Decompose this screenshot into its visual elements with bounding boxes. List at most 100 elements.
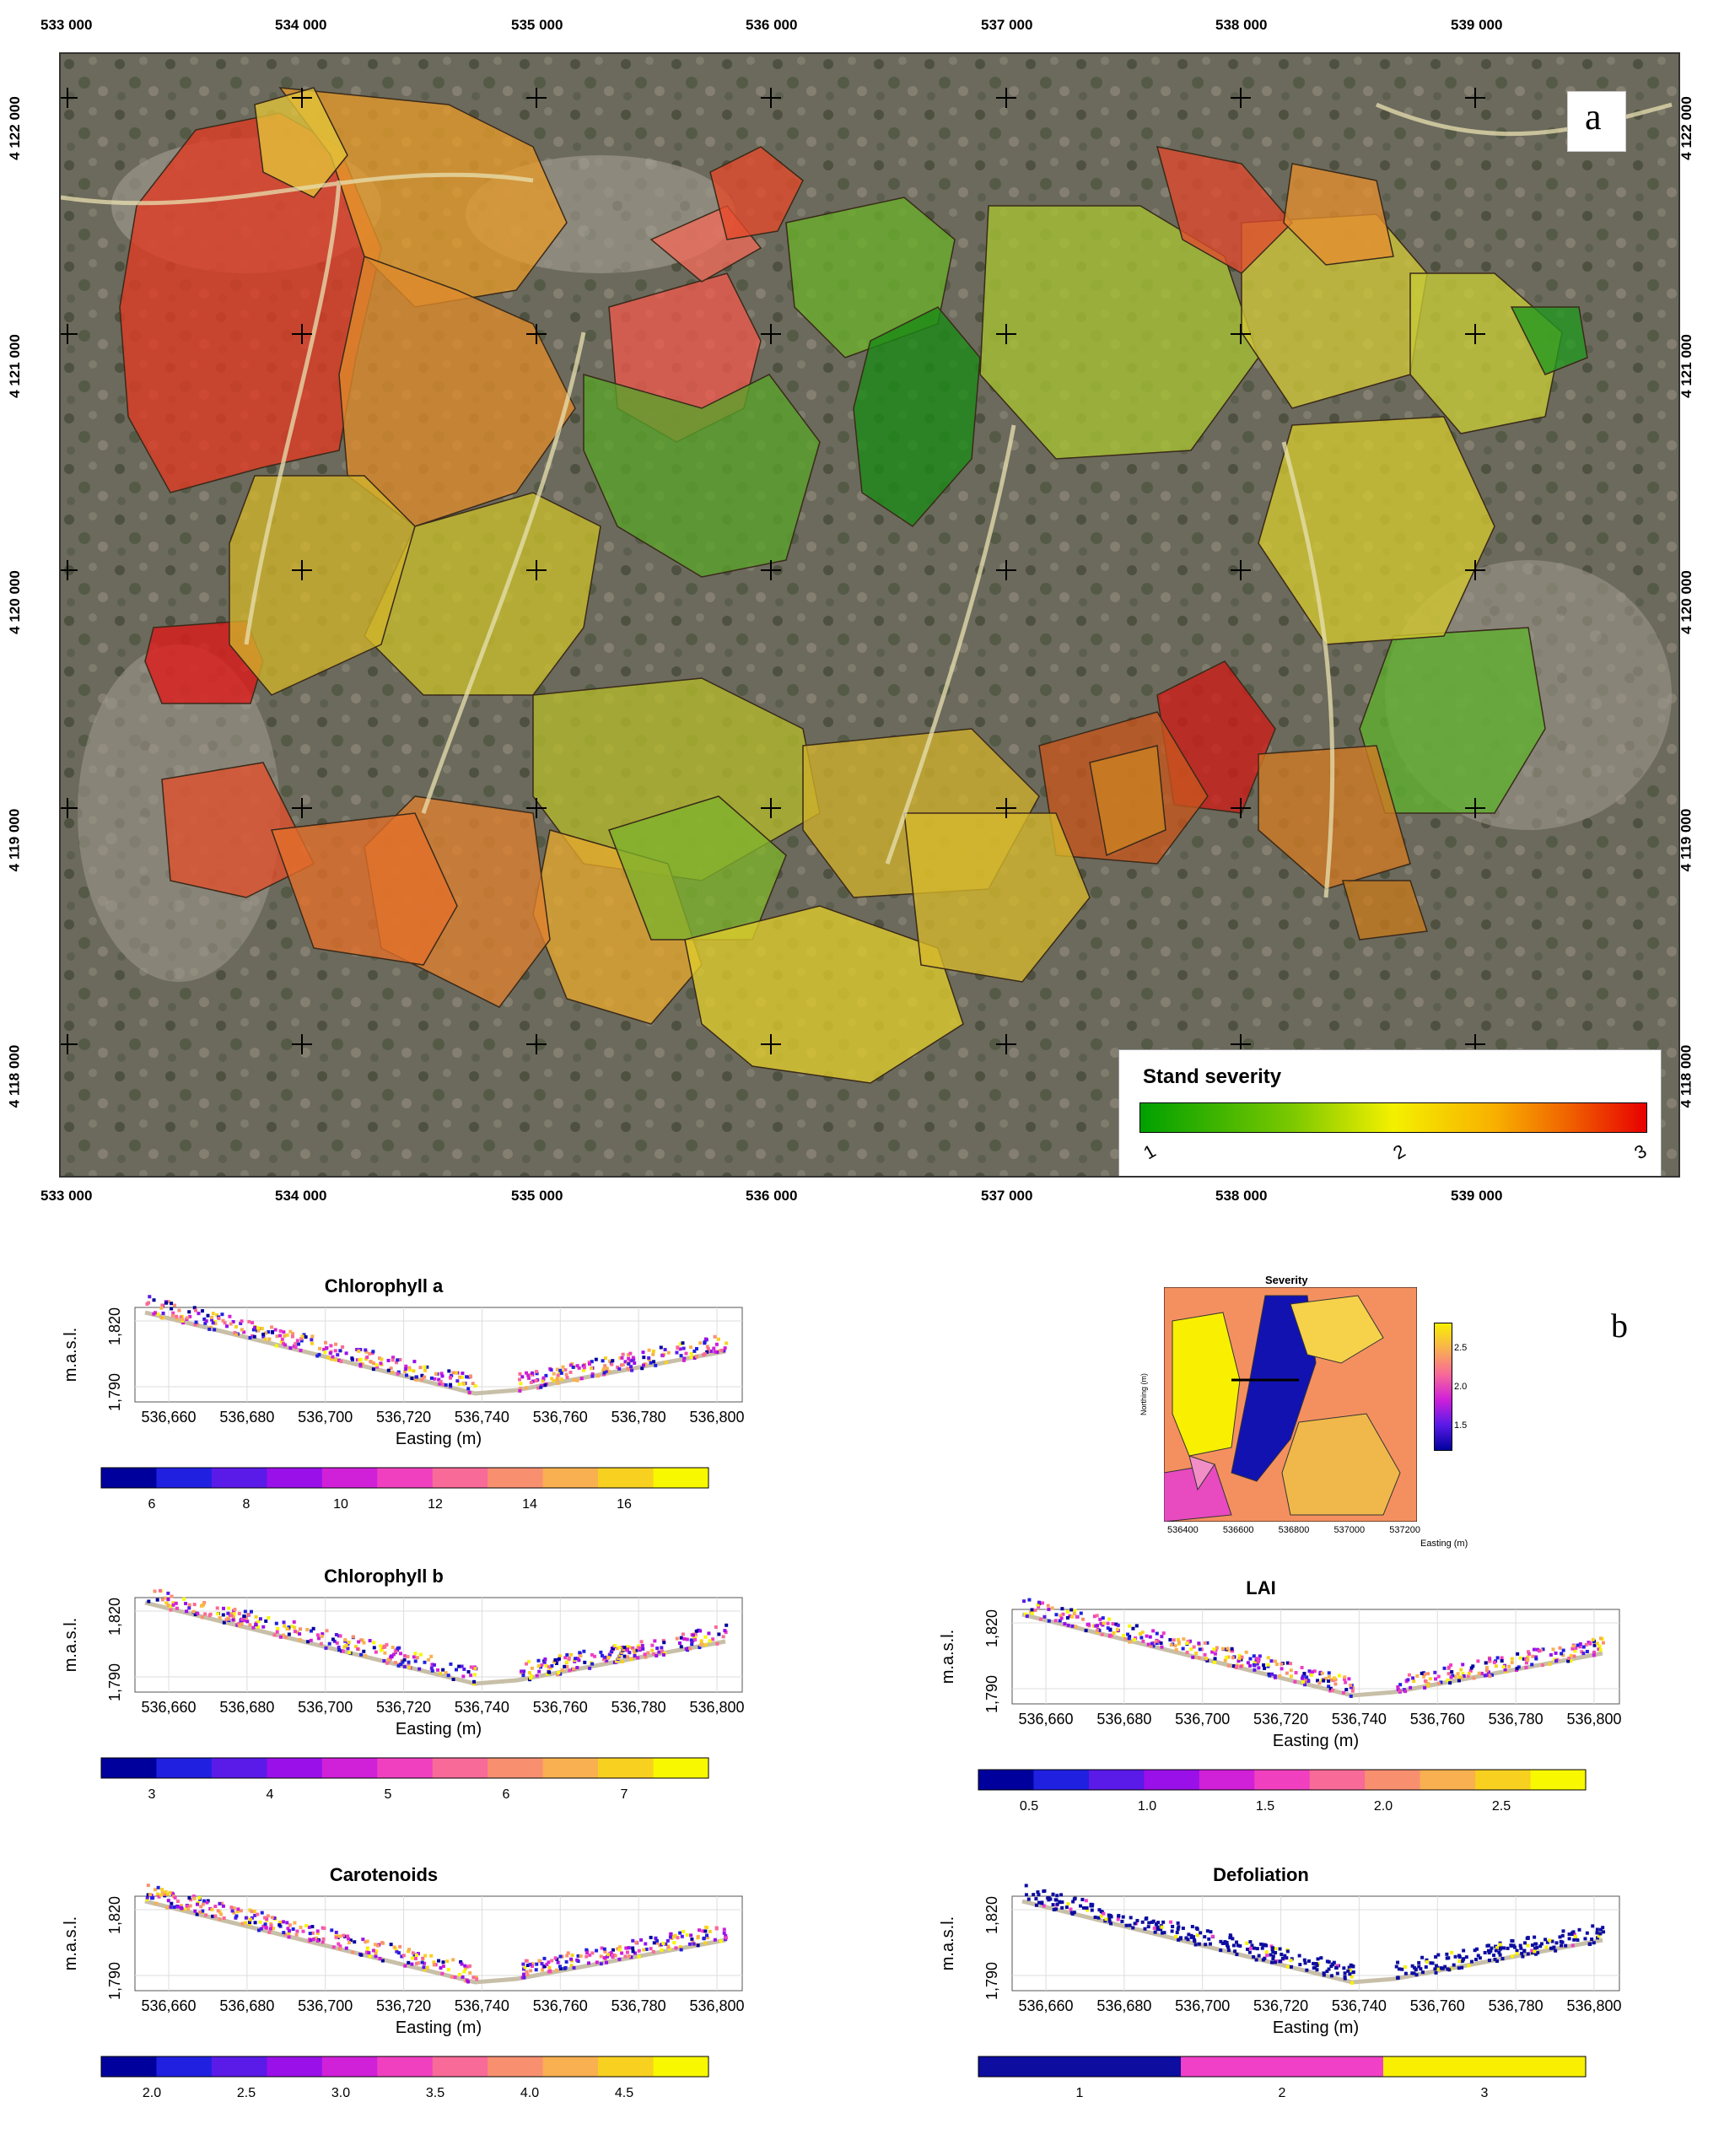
canopy-point xyxy=(346,1934,350,1938)
canopy-point xyxy=(364,1348,368,1352)
canopy-point xyxy=(251,1625,256,1630)
inset-severity-map: Severity 2.5 2.0 1.5 536400 536600 53680… xyxy=(1130,1272,1484,1559)
canopy-point xyxy=(630,1368,634,1372)
canopy-point xyxy=(278,1920,283,1924)
canopy-point xyxy=(631,1356,635,1360)
canopy-point xyxy=(315,1354,320,1358)
canopy-point xyxy=(541,1968,545,1972)
canopy-point xyxy=(661,1652,665,1657)
canopy-point xyxy=(649,1361,653,1365)
canopy-point xyxy=(542,1965,547,1969)
canopy-point xyxy=(1535,1946,1539,1950)
canopy-point xyxy=(1350,1981,1355,1985)
canopy-point xyxy=(1325,1970,1329,1974)
canopy-point xyxy=(1560,1943,1564,1948)
canopy-point xyxy=(310,1338,314,1342)
canopy-point xyxy=(193,1323,197,1327)
canopy-point xyxy=(676,1936,680,1940)
canopy-point xyxy=(355,1347,359,1351)
canopy-point xyxy=(1461,1959,1465,1963)
canopy-point xyxy=(216,1612,220,1616)
canopy-point xyxy=(295,1339,299,1343)
canopy-point xyxy=(218,1901,222,1905)
y-axis-label: m.a.s.l. xyxy=(62,1328,80,1382)
canopy-point xyxy=(1024,1884,1028,1888)
canopy-point xyxy=(170,1594,174,1598)
canopy-point xyxy=(520,1375,525,1379)
x-tick-label: 536,760 xyxy=(1410,1711,1465,1727)
x-tick-label: 536,780 xyxy=(1489,1711,1544,1727)
canopy-point xyxy=(1469,1666,1473,1670)
canopy-point xyxy=(358,1362,363,1366)
canopy-point xyxy=(639,1640,644,1644)
canopy-point xyxy=(1245,1941,1249,1945)
canopy-point xyxy=(1297,1954,1301,1958)
canopy-point xyxy=(1495,1946,1499,1950)
canopy-point xyxy=(1209,1930,1213,1934)
colorbar-tick-label: 2 xyxy=(1279,2086,1286,2100)
canopy-point xyxy=(1434,1677,1438,1681)
canopy-point xyxy=(1141,1639,1145,1643)
canopy-point xyxy=(1244,1650,1248,1654)
canopy-point xyxy=(279,1339,283,1344)
canopy-point xyxy=(263,1337,267,1341)
canopy-point xyxy=(415,1377,419,1382)
canopy-point xyxy=(537,1959,541,1963)
canopy-point xyxy=(1177,1938,1181,1942)
canopy-point xyxy=(374,1954,378,1959)
canopy-point xyxy=(1104,1917,1108,1922)
canopy-point xyxy=(158,1588,162,1593)
canopy-point xyxy=(621,1352,625,1356)
canopy-point xyxy=(411,1951,415,1955)
canopy-point xyxy=(689,1933,693,1938)
canopy-point xyxy=(1274,1950,1278,1954)
colorbar-segment xyxy=(488,1468,544,1488)
canopy-point xyxy=(1254,1958,1258,1962)
canopy-point xyxy=(362,1649,366,1653)
canopy-point xyxy=(696,1934,700,1938)
canopy-point xyxy=(269,1924,273,1928)
canopy-point xyxy=(563,1656,568,1660)
canopy-point xyxy=(319,1641,323,1646)
canopy-point xyxy=(441,1383,445,1387)
canopy-point xyxy=(252,1334,256,1339)
canopy-point xyxy=(1554,1651,1558,1655)
canopy-point xyxy=(175,1317,179,1321)
colorbar-segment xyxy=(267,1758,323,1778)
canopy-point xyxy=(232,1612,236,1616)
canopy-point xyxy=(380,1647,384,1652)
canopy-point xyxy=(640,1643,644,1647)
canopy-point xyxy=(1422,1674,1426,1679)
canopy-point xyxy=(572,1965,576,1970)
profile-lai: LAI 536,660 536,680 536,700 536,720 536,740 53… xyxy=(911,1577,1670,1847)
canopy-point xyxy=(565,1665,569,1669)
canopy-point xyxy=(475,1977,479,1981)
canopy-point xyxy=(231,1320,235,1323)
canopy-point xyxy=(1524,1661,1528,1665)
x-tick-label: 536,700 xyxy=(298,1997,353,2014)
canopy-point xyxy=(1227,1663,1231,1668)
aerial-map[interactable]: a Stand severity 1 2 3 xyxy=(59,52,1680,1178)
canopy-point xyxy=(179,1315,183,1319)
canopy-point xyxy=(249,1609,253,1614)
canopy-point xyxy=(469,1674,473,1678)
canopy-point xyxy=(1315,1968,1319,1972)
canopy-point xyxy=(1096,1916,1101,1920)
colorbar-segment xyxy=(432,1758,488,1778)
canopy-point xyxy=(357,1640,361,1644)
canopy-point xyxy=(552,1660,557,1664)
canopy-point xyxy=(664,1942,668,1946)
canopy-point xyxy=(1214,1648,1218,1652)
canopy-point xyxy=(653,1639,657,1643)
colorbar-segment xyxy=(1383,2056,1587,2077)
canopy-point xyxy=(526,1373,531,1377)
x-tick-label: 536,740 xyxy=(455,1997,509,2014)
canopy-point xyxy=(1069,1907,1073,1911)
canopy-point xyxy=(1273,1659,1277,1663)
canopy-point xyxy=(166,1598,170,1602)
canopy-point xyxy=(1439,1966,1443,1970)
x-tick-label: 536,800 xyxy=(689,1699,744,1716)
canopy-point xyxy=(1396,1684,1400,1689)
canopy-point xyxy=(192,1603,197,1607)
plot-frame xyxy=(134,1895,743,1992)
